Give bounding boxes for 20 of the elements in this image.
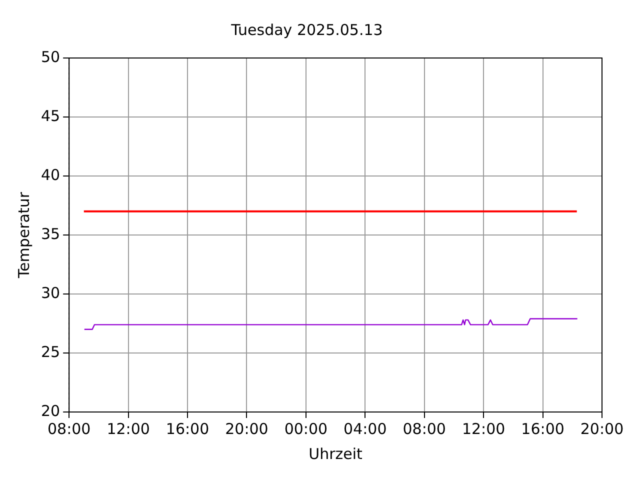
x-axis-title: Uhrzeit [308, 444, 363, 463]
x-tick-label: 00:00 [284, 420, 328, 438]
x-tick-label: 20:00 [580, 420, 624, 438]
y-tick-label: 40 [40, 166, 60, 184]
y-tick-label: 50 [40, 48, 60, 66]
y-axis-title: Temperatur [14, 191, 33, 280]
x-tick-label: 16:00 [166, 420, 210, 438]
x-tick-label: 20:00 [225, 420, 268, 438]
y-tick-label: 35 [40, 224, 60, 243]
x-tick-label: 16:00 [521, 420, 564, 438]
x-tick-label: 12:00 [106, 420, 150, 438]
y-tick-label: 25 [40, 342, 60, 361]
chart-title: Tuesday 2025.05.13 [230, 20, 383, 39]
x-tick-label: 08:00 [402, 420, 446, 438]
x-tick-label: 12:00 [462, 420, 506, 438]
y-tick-label: 20 [40, 402, 60, 420]
x-tick-label: 04:00 [344, 420, 387, 438]
y-tick-label: 45 [40, 106, 60, 125]
y-tick-label: 30 [40, 284, 60, 302]
x-tick-label: 08:00 [47, 420, 91, 438]
